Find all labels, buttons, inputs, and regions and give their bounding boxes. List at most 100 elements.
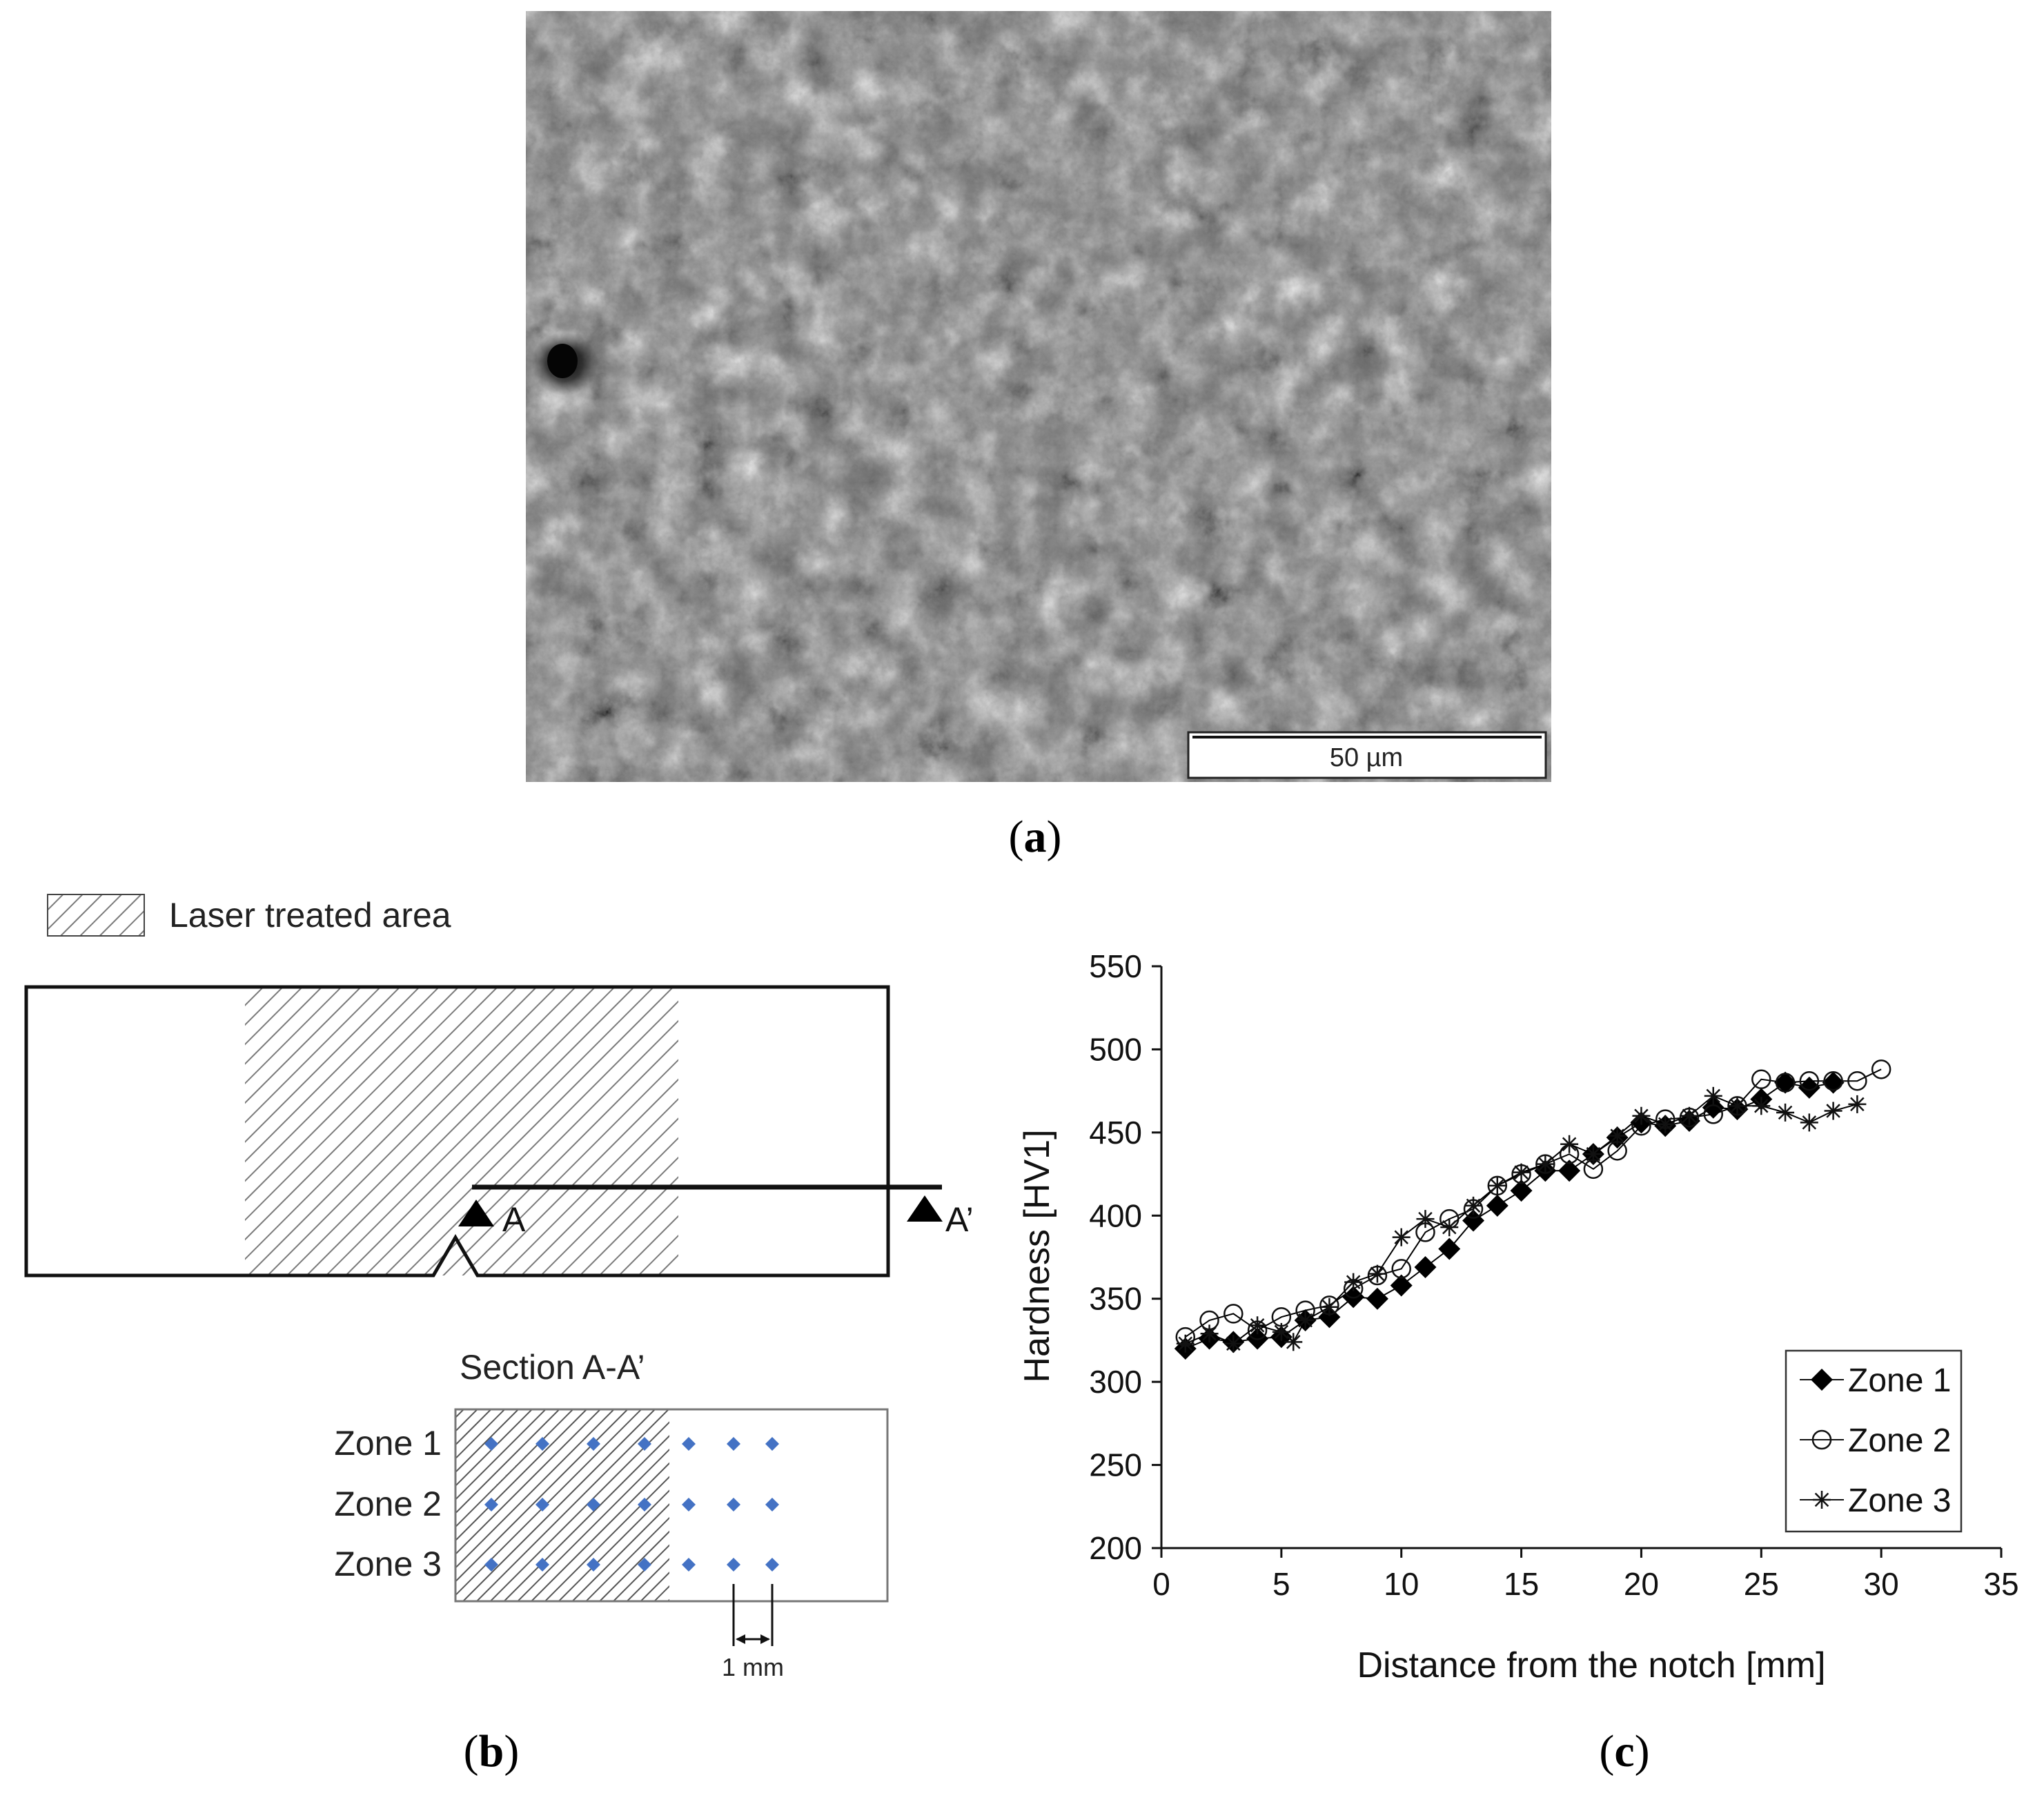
scale-bar: 50 µm	[1187, 731, 1547, 779]
x-tick-label: 5	[1272, 1566, 1290, 1602]
zone-1-point	[1438, 1238, 1461, 1260]
zone-3-point	[1488, 1176, 1506, 1195]
zone-3-point	[484, 1558, 498, 1572]
y-tick-label: 300	[1089, 1364, 1142, 1400]
zone-2-point	[535, 1498, 549, 1512]
legend-zone-3-label: Zone 3	[1848, 1483, 1951, 1519]
x-tick-label: 0	[1152, 1566, 1170, 1602]
y-tick-label: 450	[1089, 1115, 1142, 1151]
section-title: Section A-A’	[460, 1348, 645, 1387]
y-tick-label: 250	[1089, 1447, 1142, 1483]
legend-laser-treated: Laser treated area	[47, 894, 451, 937]
legend-zone-2-label: Zone 2	[1848, 1422, 1951, 1459]
legend-zone-2-marker	[1811, 1429, 1832, 1450]
x-axis-title: Distance from the notch [mm]	[1357, 1645, 1825, 1685]
x-tick-label: 15	[1504, 1566, 1539, 1602]
x-tick-label: 30	[1864, 1566, 1899, 1602]
y-tick-label: 400	[1089, 1197, 1142, 1233]
zone-3-point	[1584, 1145, 1602, 1164]
x-tick-label: 20	[1624, 1566, 1659, 1602]
x-tick-label: 25	[1744, 1566, 1779, 1602]
specimen-top-view: A A’	[24, 985, 974, 1278]
zone-3-point	[1632, 1106, 1651, 1125]
caption-c-letter: c	[1614, 1726, 1635, 1777]
zone-3-point	[1416, 1210, 1435, 1229]
zone-1-point	[1414, 1255, 1437, 1278]
zone-3-point	[1680, 1106, 1698, 1125]
caption-b: (b)	[463, 1726, 520, 1777]
scale-bar-label: 50 µm	[1330, 743, 1403, 772]
zone-3-point	[1512, 1163, 1531, 1182]
zone-2-point	[1847, 1070, 1867, 1091]
legend-zone-1-label: Zone 1	[1848, 1362, 1951, 1399]
measurement-points	[484, 1437, 779, 1572]
x-tick-label: 35	[1983, 1566, 2018, 1602]
zone-3-point	[727, 1558, 740, 1572]
zone-1-point	[1510, 1180, 1533, 1202]
zone-3-point	[1200, 1324, 1219, 1343]
zone-3-point	[1440, 1218, 1459, 1237]
zone-3-point	[682, 1558, 696, 1572]
specimen-outline	[24, 985, 890, 1278]
zone-1-point	[484, 1437, 498, 1451]
hatch-swatch	[47, 894, 145, 937]
zone-3-point	[1248, 1316, 1267, 1335]
panel-a-micrograph: 50 µm	[526, 11, 1551, 782]
zone-1-point	[638, 1437, 651, 1451]
zone-3-point	[1704, 1086, 1722, 1105]
legend-item-zone-2: Zone 2	[1800, 1422, 1951, 1459]
legend-item-zone-1: Zone 1	[1800, 1362, 1951, 1399]
zone-2-point	[1775, 1073, 1796, 1093]
y-tick-label: 500	[1089, 1031, 1142, 1067]
zone-3-point	[638, 1558, 651, 1572]
zone-1-series-line	[1185, 1082, 1834, 1349]
zone-2-point	[1391, 1259, 1411, 1279]
zone-2-series-line	[1185, 1068, 1882, 1338]
zone-3-point	[1776, 1103, 1795, 1122]
y-axis-title: Hardness [HV1]	[1017, 1129, 1057, 1382]
y-tick-label: 200	[1089, 1530, 1142, 1566]
zone-2-point	[1823, 1070, 1843, 1091]
zone-3-point	[1368, 1264, 1386, 1283]
zone-1-point	[1798, 1076, 1820, 1099]
hardness-chart: 200 250 300 350 400 450 500 550 0 5 10 15 20 25 30 35 D…	[994, 921, 2044, 1694]
y-tick-label: 350	[1089, 1281, 1142, 1317]
zone-2-point	[587, 1498, 600, 1512]
zone-3-point	[1656, 1115, 1675, 1133]
zone-3-point	[1608, 1126, 1627, 1145]
chart-tick-labels: 200 250 300 350 400 450 500 550 0 5 10 15 20 25 30 35	[1089, 948, 2018, 1602]
legend-zone-1-marker	[1811, 1369, 1833, 1391]
zone-2-point	[727, 1498, 740, 1512]
zone-3-label: Zone 3	[334, 1545, 442, 1583]
zone-2-point	[682, 1498, 696, 1512]
micrograph-image	[526, 11, 1551, 782]
section-marker-a	[458, 1200, 494, 1226]
zone-3-point	[765, 1558, 779, 1572]
section-marker-a-prime	[907, 1195, 943, 1222]
zone-3-point	[1536, 1155, 1555, 1173]
zone-1-point	[1486, 1194, 1509, 1217]
zone-3-point	[1848, 1095, 1867, 1113]
zone-3-point	[1824, 1102, 1842, 1120]
zone-3-point	[1752, 1097, 1771, 1115]
x-tick-label: 10	[1384, 1566, 1419, 1602]
zone-3-point	[1728, 1097, 1747, 1115]
chart-marks	[1174, 1059, 1891, 1360]
zone-3-point	[1176, 1334, 1195, 1353]
zone-3-point	[1392, 1228, 1411, 1246]
legend-zone-3-marker	[1813, 1491, 1831, 1509]
zone-2-point	[765, 1498, 779, 1512]
zone-2-point	[1799, 1070, 1820, 1091]
label-a: A	[502, 1200, 526, 1239]
section-outline	[454, 1408, 889, 1603]
zone-1-point	[587, 1437, 600, 1451]
chart-axes	[1152, 965, 2003, 1558]
label-a-prime: A’	[945, 1200, 974, 1239]
section-view: Section A-A’ Zone 1 Zone 2 Zone 3 1 mm	[334, 1348, 889, 1681]
zone-1-label: Zone 1	[334, 1424, 442, 1462]
chart-legend: Zone 1 Zone 2 Zone 3	[1785, 1349, 1963, 1533]
zone-2-label: Zone 2	[334, 1485, 442, 1523]
zone-1-point	[727, 1437, 740, 1451]
zone-3-point	[1284, 1333, 1303, 1351]
panel-b-schematic: Laser treated area A A’ Section A-A’ Zon…	[24, 894, 974, 1681]
